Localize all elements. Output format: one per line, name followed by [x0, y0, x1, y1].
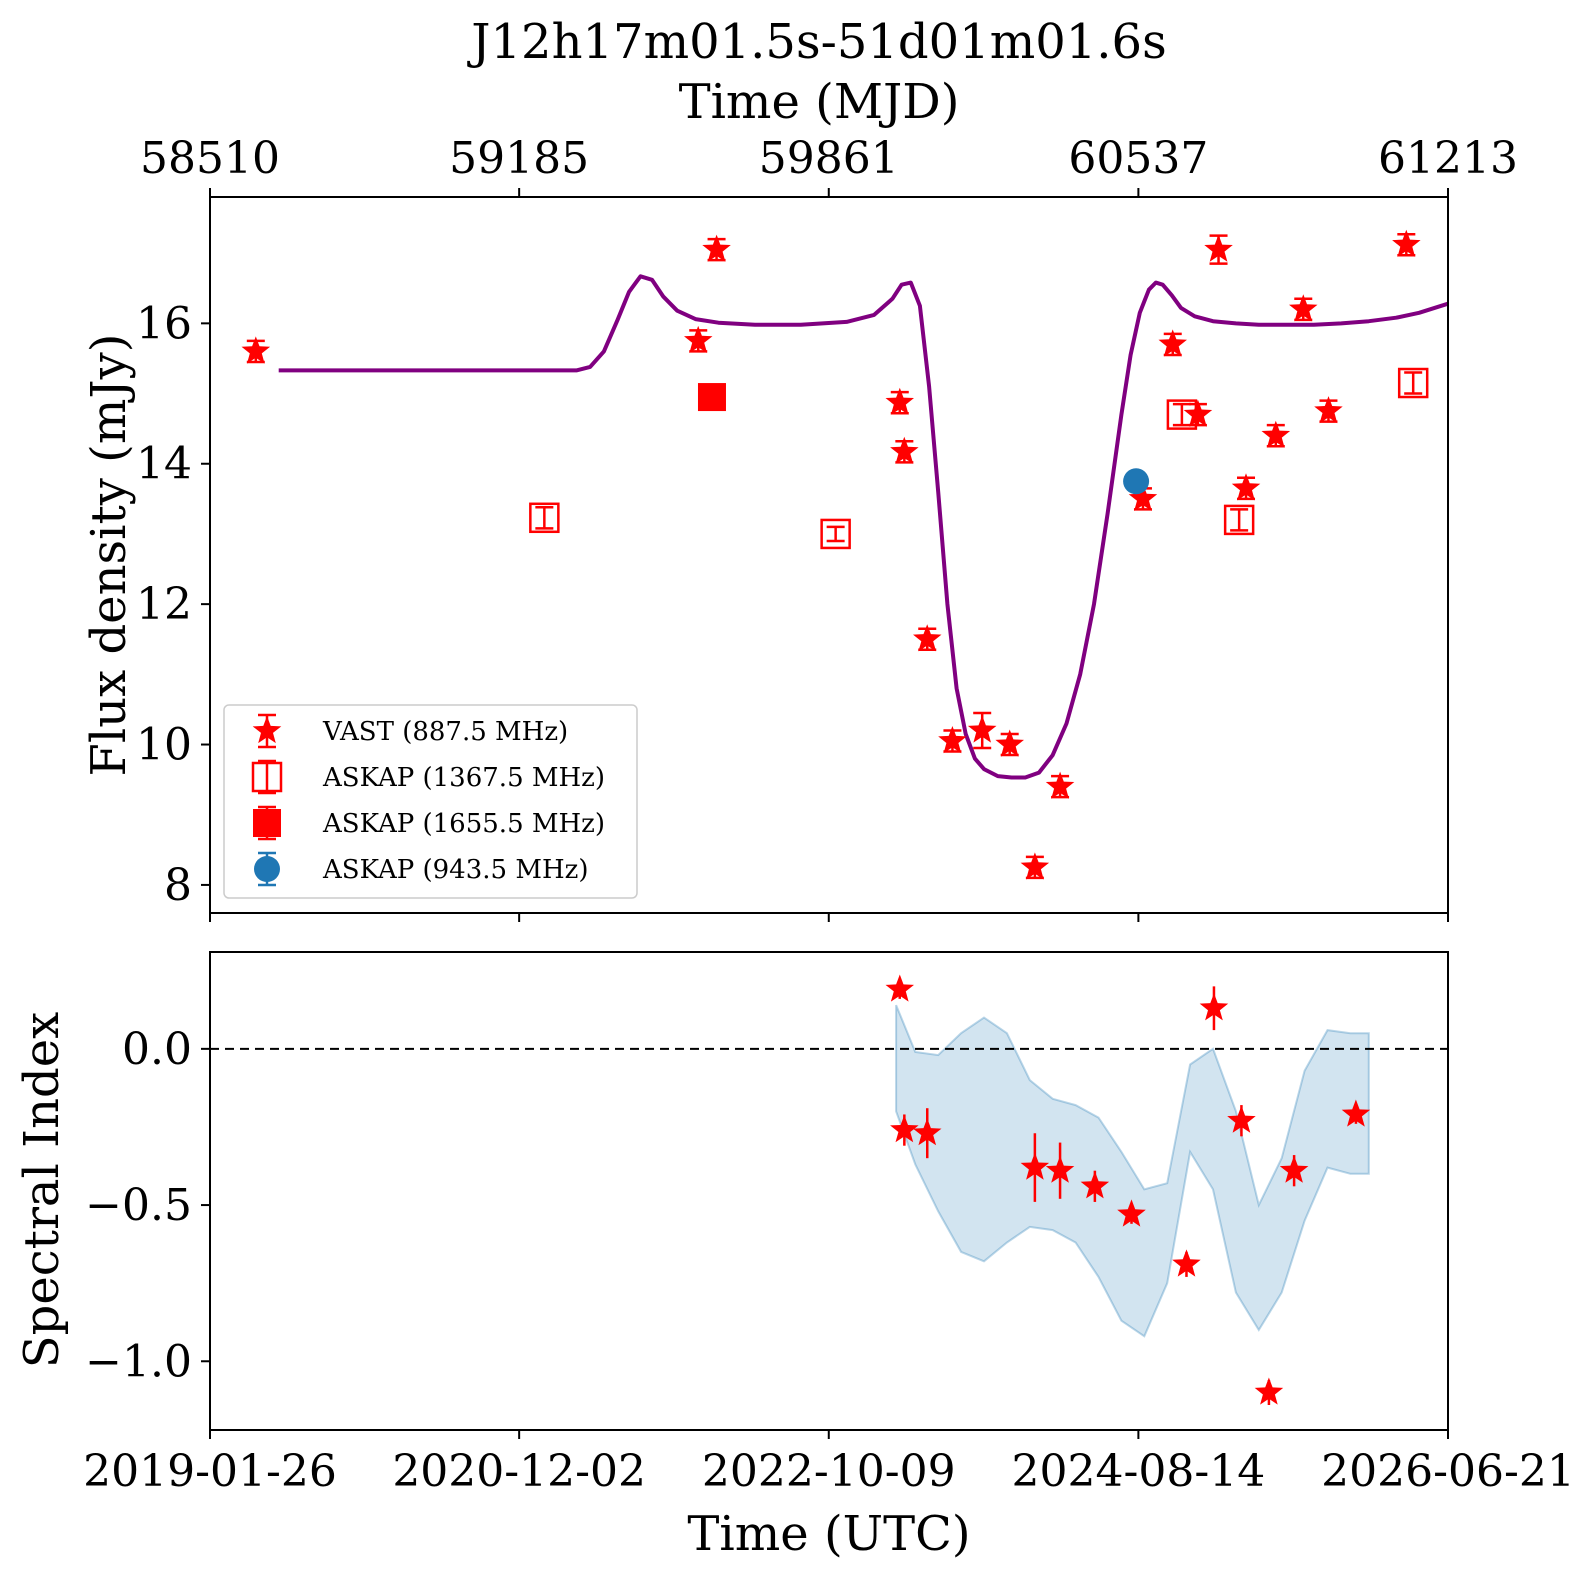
flux-point-star: [885, 387, 914, 415]
flux-point-star: [1158, 329, 1187, 357]
flux-y-tick-label: 16: [136, 298, 192, 349]
bottom-x-tick-label: 2020-12-02: [392, 1446, 646, 1497]
flux-y-tick-label: 10: [136, 720, 192, 771]
bottom-x-tick-label: 2024-08-14: [1012, 1446, 1266, 1497]
bottom-x-axis-ticks: 2019-01-26 2020-12-02 2022-10-09 2024-08-14…: [83, 1430, 1575, 1497]
legend-markers: [251, 713, 283, 887]
spectral-point-star: [1227, 1105, 1256, 1133]
spectral-index-points: [885, 974, 1371, 1406]
top-x-tick-label: 59185: [449, 133, 589, 184]
spectral-index-band: [895, 1004, 1370, 1338]
spectral-point-star: [1254, 1377, 1284, 1405]
flux-point-open-square: [820, 518, 851, 550]
flux-point-star: [1020, 852, 1050, 880]
top-x-tick-label: 58510: [140, 133, 280, 184]
flux-point-star: [1204, 234, 1233, 262]
spectral-y-tick-label: −1.0: [85, 1336, 192, 1387]
flux-point-open-square: [529, 502, 560, 534]
bottom-x-axis-label: Time (UTC): [687, 1506, 970, 1562]
spectral-y-axis-ticks: 0.0 −0.5 −1.0: [85, 1024, 210, 1387]
flux-point-star: [1261, 420, 1291, 448]
flux-point-star: [913, 624, 942, 652]
legend-marker-circle: [254, 856, 280, 882]
top-x-axis-label: Time (MJD): [679, 74, 960, 130]
legend-label-vast: VAST (887.5 MHz): [322, 717, 568, 747]
flux-point-star: [1289, 294, 1318, 322]
flux-y-tick-label: 12: [136, 579, 192, 630]
spectral-plot-frame: [209, 951, 1449, 1431]
top-x-tick-label: 59861: [759, 133, 899, 184]
flux-data-points: [241, 229, 1429, 880]
model-curve: [278, 274, 1449, 780]
spectral-y-tick-label: −0.5: [85, 1180, 192, 1231]
flux-point-open-square: [1397, 367, 1429, 399]
flux-point-circle: [1123, 468, 1150, 495]
flux-point-star: [1045, 771, 1075, 799]
top-x-axis-ticks: 58510 59185 59861 60537 61213: [140, 133, 1518, 922]
legend-box: [223, 704, 638, 899]
flux-point-star: [938, 726, 967, 754]
flux-point-filled-square: [697, 383, 726, 412]
bottom-x-tick-label: 2022-10-09: [702, 1446, 956, 1497]
legend-label-askap-1655: ASKAP (1655.5 MHz): [322, 809, 605, 839]
flux-point-star: [995, 729, 1024, 757]
flux-point-open-square: [1223, 504, 1255, 536]
spectral-point-star: [885, 974, 914, 1002]
spectral-point-star: [1279, 1155, 1309, 1183]
spectral-point-star: [1080, 1171, 1110, 1199]
flux-point-star: [1314, 396, 1343, 424]
flux-y-axis-ticks: 8 10 12 14 16: [136, 298, 210, 911]
flux-point-star: [1183, 399, 1213, 427]
flux-point-star: [1231, 473, 1261, 501]
chart-title: J12h17m01.5s-51d01m01.6s: [466, 14, 1166, 70]
bottom-x-tick-label: 2026-06-21: [1321, 1446, 1575, 1497]
spectral-point-star: [1199, 993, 1229, 1021]
top-x-tick-label: 61213: [1378, 133, 1518, 184]
spectral-point-star: [1045, 1155, 1075, 1183]
spectral-point-star: [913, 1118, 942, 1146]
spectral-point-star: [1020, 1152, 1050, 1180]
spectral-point-star: [890, 1115, 919, 1143]
top-x-tick-label: 60537: [1068, 133, 1208, 184]
bottom-x-tick-label: 2019-01-26: [83, 1446, 337, 1497]
spectral-index-band-layer: [895, 1004, 1370, 1338]
spectral-y-tick-label: 0.0: [122, 1024, 192, 1075]
flux-y-axis-label: Flux density (mJy): [81, 334, 137, 777]
model-curve-layer: [278, 274, 1449, 780]
spectral-point-star: [1117, 1199, 1146, 1227]
flux-point-star: [1392, 229, 1421, 257]
legend-marker-open-square: [251, 761, 283, 793]
flux-point-star: [890, 436, 919, 464]
flux-point-star: [241, 336, 271, 364]
legend-marker-star: [252, 716, 282, 744]
spectral-point-star: [1172, 1249, 1201, 1277]
flux-point-star: [967, 715, 997, 743]
spectral-point-star: [1341, 1099, 1371, 1127]
legend-label-askap-1367: ASKAP (1367.5 MHz): [322, 763, 605, 793]
legend-label-askap-943: ASKAP (943.5 MHz): [322, 855, 588, 885]
legend-marker-filled-square: [253, 809, 281, 837]
flux-point-star: [684, 325, 713, 353]
flux-plot-frame: [209, 196, 1449, 914]
flux-y-tick-label: 8: [164, 860, 192, 911]
flux-y-tick-label: 14: [136, 439, 192, 490]
flux-point-star: [702, 234, 731, 262]
legend: VAST (887.5 MHz) ASKAP (1367.5 MHz) ASKA…: [223, 704, 638, 899]
spectral-y-axis-label: Spectral Index: [14, 1012, 70, 1368]
flux-point-star: [1128, 483, 1158, 511]
flux-point-open-square: [1166, 399, 1198, 430]
